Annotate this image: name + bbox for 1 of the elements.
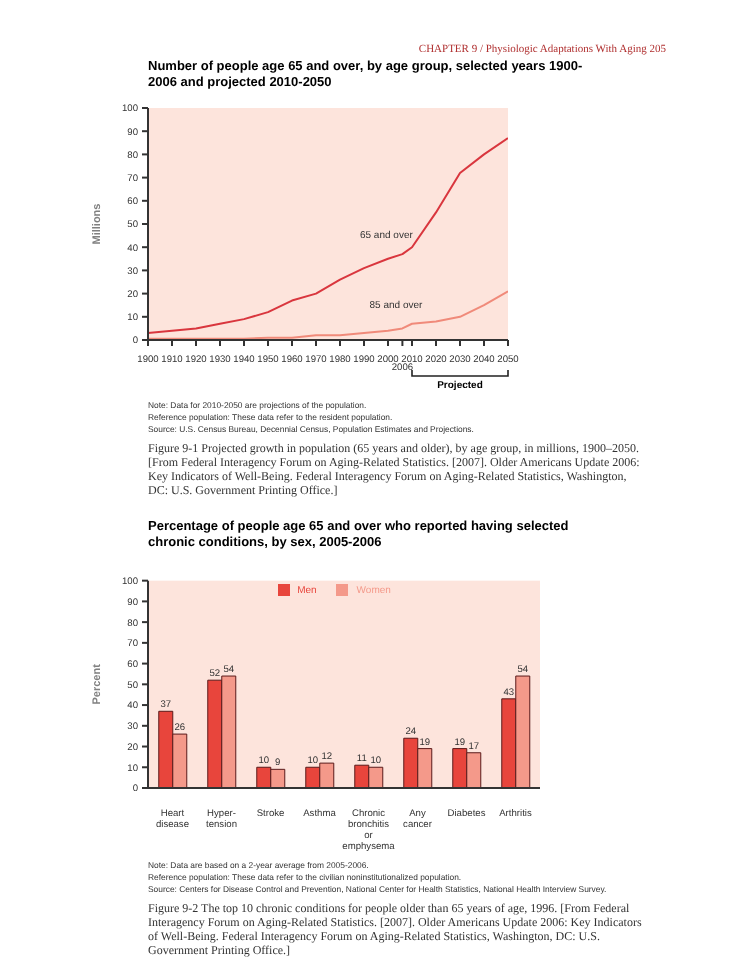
line-series: [148, 137, 508, 335]
